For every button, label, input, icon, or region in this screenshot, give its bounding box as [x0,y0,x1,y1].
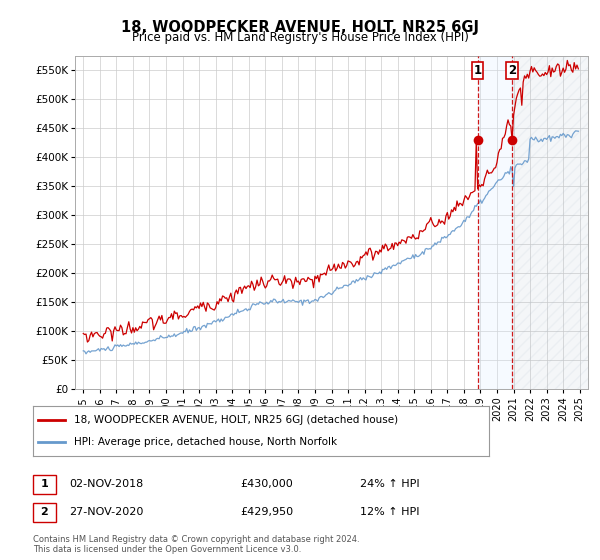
Text: 24% ↑ HPI: 24% ↑ HPI [360,479,419,489]
Text: £429,950: £429,950 [240,507,293,517]
Bar [512,56,588,389]
FancyBboxPatch shape [506,62,518,78]
Text: 02-NOV-2018: 02-NOV-2018 [69,479,143,489]
Bar [478,56,512,389]
Text: 12% ↑ HPI: 12% ↑ HPI [360,507,419,517]
Text: HPI: Average price, detached house, North Norfolk: HPI: Average price, detached house, Nort… [74,437,337,447]
Text: 27-NOV-2020: 27-NOV-2020 [69,507,143,517]
Text: 2: 2 [41,507,48,517]
Text: Price paid vs. HM Land Registry's House Price Index (HPI): Price paid vs. HM Land Registry's House … [131,31,469,44]
Text: 2: 2 [508,64,516,77]
FancyBboxPatch shape [472,62,484,78]
Text: 18, WOODPECKER AVENUE, HOLT, NR25 6GJ: 18, WOODPECKER AVENUE, HOLT, NR25 6GJ [121,20,479,35]
Text: Contains HM Land Registry data © Crown copyright and database right 2024.
This d: Contains HM Land Registry data © Crown c… [33,535,359,554]
Text: 18, WOODPECKER AVENUE, HOLT, NR25 6GJ (detached house): 18, WOODPECKER AVENUE, HOLT, NR25 6GJ (d… [74,415,398,425]
Text: £430,000: £430,000 [240,479,293,489]
Text: 1: 1 [473,64,482,77]
Text: 1: 1 [41,479,48,489]
